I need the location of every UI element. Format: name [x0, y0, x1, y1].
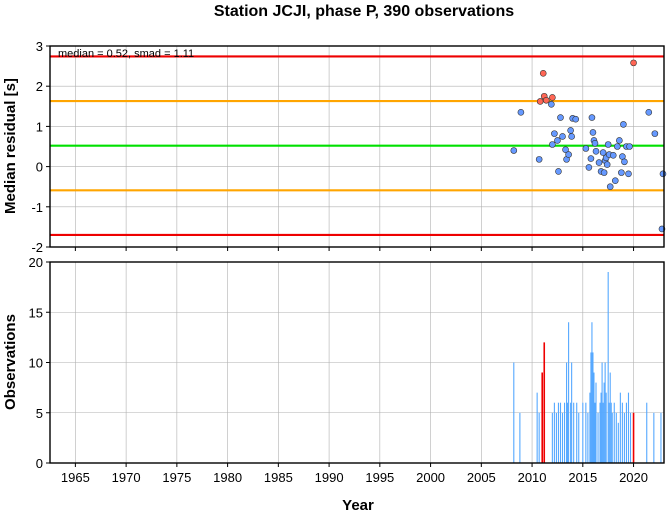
y-tick-label: 15	[29, 305, 43, 320]
data-point	[616, 137, 623, 144]
data-point	[621, 158, 628, 166]
data-point	[591, 139, 599, 147]
data-point	[565, 151, 572, 158]
y-tick-label: -1	[31, 200, 43, 215]
y-axis-label-residual: Median residual [s]	[2, 78, 19, 214]
y-tick-label: 3	[36, 39, 43, 54]
x-axis-label: Year	[342, 497, 374, 511]
data-point	[572, 115, 580, 123]
y-tick-label: 0	[36, 160, 43, 175]
chart-title: Station JCJI, phase P, 390 observations	[214, 3, 514, 20]
data-point	[567, 127, 574, 134]
data-point	[592, 148, 600, 155]
y-tick-label: 0	[36, 456, 43, 471]
x-tick-label: 2020	[619, 470, 648, 485]
x-tick-label: 1980	[213, 470, 242, 485]
data-point	[548, 100, 555, 108]
data-point	[603, 161, 611, 168]
data-point	[542, 96, 550, 104]
data-point	[604, 141, 612, 148]
data-point	[562, 146, 569, 154]
data-point	[630, 59, 637, 67]
y-tick-label: 1	[36, 119, 43, 134]
data-point	[587, 155, 595, 162]
data-point	[559, 133, 566, 140]
data-point	[611, 177, 619, 184]
data-point	[618, 169, 625, 176]
x-tick-label: 2015	[568, 470, 597, 485]
data-point	[554, 137, 561, 144]
plot-frame	[49, 45, 665, 248]
x-tick-label: 1970	[112, 470, 141, 485]
data-point	[620, 121, 627, 128]
data-point	[645, 109, 653, 116]
data-point	[625, 170, 632, 178]
x-tick-label: 2005	[467, 470, 496, 485]
data-point	[557, 114, 564, 121]
data-point	[536, 98, 544, 105]
y-tick-label: 2	[36, 79, 43, 94]
x-tick-label: 2010	[518, 470, 547, 485]
data-point	[551, 130, 558, 137]
plot-frame	[49, 261, 665, 464]
data-point	[517, 109, 525, 116]
data-point	[539, 70, 547, 77]
data-point	[588, 114, 596, 121]
y-tick-label: 5	[36, 406, 43, 421]
x-tick-label: 1975	[162, 470, 191, 485]
data-point	[568, 133, 575, 140]
y-tick-label: 10	[29, 356, 43, 371]
x-tick-label: 2000	[416, 470, 445, 485]
data-point	[549, 141, 556, 148]
data-point	[535, 156, 543, 163]
x-tick-label: 1990	[315, 470, 344, 485]
data-point	[585, 164, 593, 171]
data-point	[606, 183, 614, 190]
y-axis-label-observations: Observations	[2, 314, 19, 410]
observations-panel: 0 5 10 15 20 1965 1970 1975 1980 1985 1990 1995 2000…	[29, 255, 665, 485]
data-point	[614, 143, 621, 150]
data-point	[651, 130, 659, 137]
x-tick-label: 1995	[365, 470, 394, 485]
data-point	[626, 143, 633, 150]
y-tick-label: 20	[29, 255, 43, 270]
x-tick-label: 1985	[264, 470, 293, 485]
residual-panel: -2 -1 0 1 2 3	[31, 39, 667, 255]
y-tick-label: -2	[31, 240, 43, 255]
data-point	[609, 152, 617, 159]
data-point	[582, 145, 590, 152]
data-point	[659, 170, 667, 178]
residual-annotation: median = 0.52, smad = 1.11	[58, 48, 194, 60]
data-point	[600, 169, 608, 176]
data-point	[589, 129, 597, 136]
data-point	[549, 94, 556, 101]
data-point	[555, 168, 562, 175]
data-point	[595, 159, 603, 166]
data-point	[510, 147, 518, 154]
x-tick-label: 1965	[61, 470, 90, 485]
data-point	[599, 149, 607, 156]
